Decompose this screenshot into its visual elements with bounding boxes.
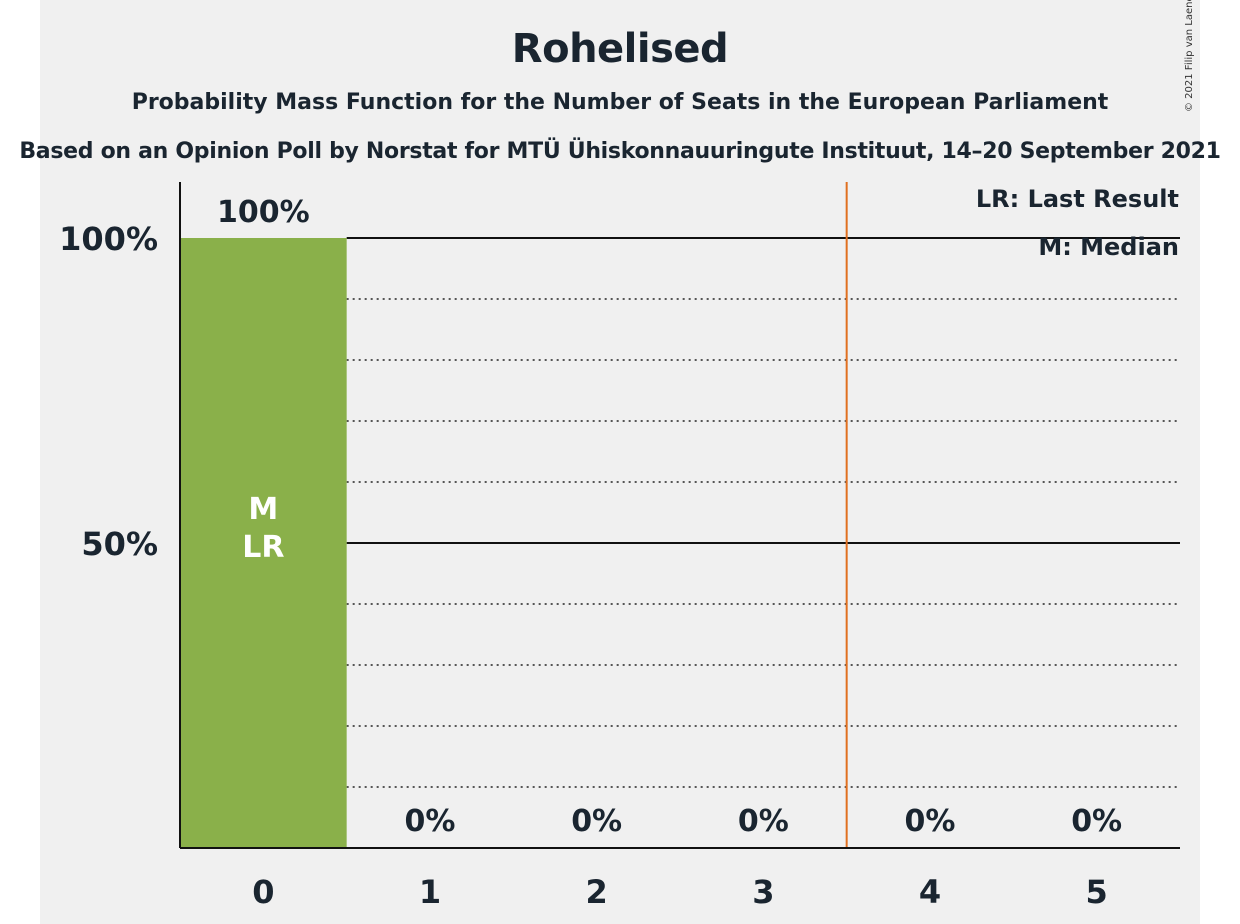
bar-annotation: LR [242,530,284,565]
x-tick-label: 3 [752,873,774,911]
data-label: 0% [405,804,456,839]
y-tick-label: 50% [81,525,158,563]
chart-title: Rohelised [511,26,729,72]
legend-median: M: Median [1038,233,1179,261]
data-label: 100% [217,195,310,230]
chart-source-line: Based on an Opinion Poll by Norstat for … [19,139,1221,164]
chart-subtitle: Probability Mass Function for the Number… [131,90,1109,115]
x-tick-label: 4 [919,873,941,911]
copyright-note: © 2021 Filip van Laenen [1184,0,1195,112]
bar-seat-0 [180,238,347,848]
data-label: 0% [905,804,956,839]
x-tick-label: 5 [1086,873,1108,911]
data-label: 0% [571,804,622,839]
bar-annotation: M [248,492,278,527]
y-tick-label: 100% [59,220,158,258]
data-label: 0% [1071,804,1122,839]
legend-last-result: LR: Last Result [975,185,1179,213]
x-tick-label: 1 [419,873,441,911]
x-tick-label: 2 [586,873,608,911]
data-label: 0% [738,804,789,839]
x-tick-label: 0 [252,873,274,911]
